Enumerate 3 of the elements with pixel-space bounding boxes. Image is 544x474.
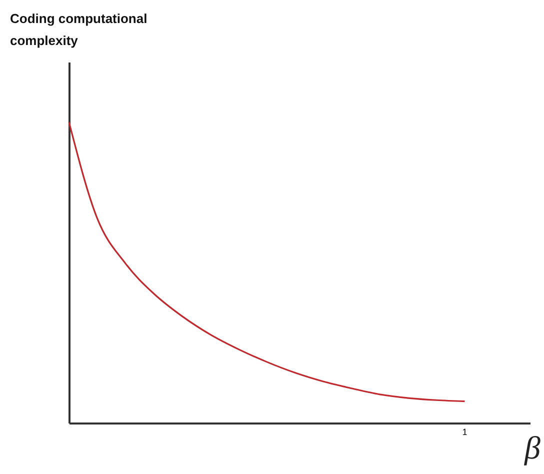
text: 1 <box>462 427 468 437</box>
x-axis-title: β <box>524 430 540 466</box>
chart-title: Coding computational complexity <box>10 11 148 48</box>
